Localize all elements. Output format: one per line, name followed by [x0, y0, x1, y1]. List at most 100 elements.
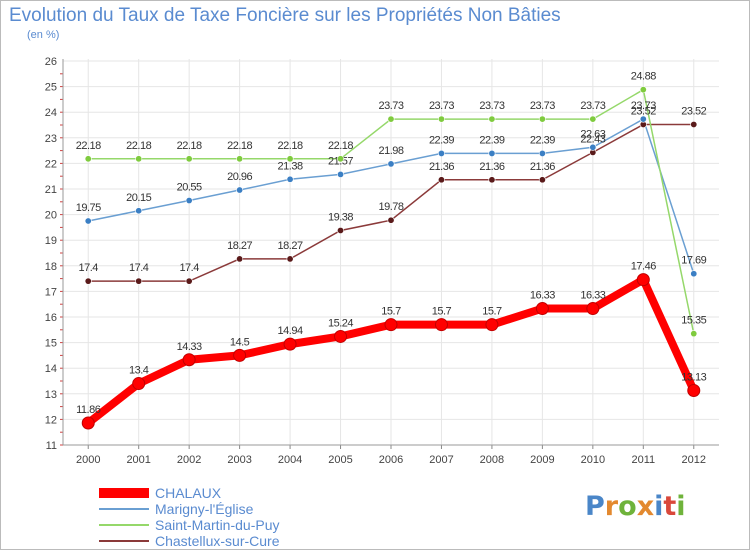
x-tick-label: 2008	[480, 454, 504, 466]
data-label: 23.73	[631, 100, 656, 112]
data-point	[488, 115, 496, 123]
data-label: 22.63	[580, 128, 605, 140]
legend-swatch-saint-martin	[99, 524, 149, 526]
data-point	[639, 115, 647, 123]
x-tick-label: 2000	[76, 454, 100, 466]
data-point	[286, 155, 294, 163]
legend-item-chastellux: Chastellux-sur-Cure	[99, 533, 280, 549]
data-point	[387, 216, 395, 224]
data-label: 20.96	[227, 171, 252, 183]
data-label: 15.35	[681, 315, 706, 327]
data-label: 22.39	[479, 134, 504, 146]
y-tick-label: 25	[45, 82, 57, 94]
data-label: 19.78	[378, 201, 403, 213]
y-tick-label: 19	[45, 235, 57, 247]
x-tick-label: 2012	[682, 454, 706, 466]
data-point	[182, 353, 196, 367]
x-tick-label: 2010	[581, 454, 605, 466]
y-tick-label: 15	[45, 338, 57, 350]
y-tick-label: 18	[45, 261, 57, 273]
data-label: 15.7	[381, 306, 401, 318]
data-point	[334, 329, 348, 343]
data-label: 20.55	[177, 182, 202, 194]
data-point	[690, 120, 698, 128]
data-label: 23.73	[429, 100, 454, 112]
logo-letter: i	[676, 491, 686, 522]
data-label: 16.33	[580, 290, 605, 302]
data-label: 14.94	[278, 325, 303, 337]
data-label: 16.33	[530, 290, 555, 302]
logo-letter: i	[654, 491, 664, 522]
data-point	[488, 176, 496, 184]
logo-letter: o	[618, 491, 637, 522]
data-point	[690, 330, 698, 338]
data-point	[84, 277, 92, 285]
data-point	[589, 143, 597, 151]
y-unit-label: (en %)	[27, 29, 60, 41]
data-point	[636, 273, 650, 287]
legend-label-marigny: Marigny-l'Église	[155, 501, 254, 517]
data-point	[690, 270, 698, 278]
data-point	[538, 149, 546, 157]
data-label: 17.69	[681, 255, 706, 267]
data-point	[236, 155, 244, 163]
data-label: 23.73	[580, 100, 605, 112]
data-label: 22.39	[429, 134, 454, 146]
data-label: 22.43	[580, 133, 605, 145]
data-label: 21.36	[429, 161, 454, 173]
y-tick-label: 22	[45, 158, 57, 170]
data-label: 22.18	[278, 140, 303, 152]
data-point	[84, 155, 92, 163]
data-point	[639, 86, 647, 94]
data-point	[387, 160, 395, 168]
data-label: 13.4	[129, 365, 149, 377]
data-label: 19.38	[328, 211, 353, 223]
data-label: 17.4	[129, 262, 149, 274]
data-label: 24.88	[631, 71, 656, 83]
data-point	[236, 255, 244, 263]
data-label: 23.73	[530, 100, 555, 112]
data-label: 22.18	[126, 140, 151, 152]
data-label: 18.27	[278, 240, 303, 252]
legend-swatch-chastellux	[99, 540, 149, 542]
data-point	[538, 176, 546, 184]
y-tick-label: 13	[45, 389, 57, 401]
y-tick-label: 24	[45, 107, 57, 119]
data-point	[485, 318, 499, 332]
data-point	[283, 337, 297, 351]
data-point	[437, 176, 445, 184]
data-label: 21.98	[378, 145, 403, 157]
legend-item-marigny: Marigny-l'Église	[99, 501, 280, 517]
legend-label-saint-martin: Saint-Martin-du-Puy	[155, 517, 280, 533]
x-tick-label: 2007	[429, 454, 453, 466]
data-point	[488, 149, 496, 157]
data-point	[135, 207, 143, 215]
x-tick-label: 2002	[177, 454, 201, 466]
data-point	[286, 255, 294, 263]
x-tick-label: 2009	[530, 454, 554, 466]
data-point	[387, 115, 395, 123]
legend-label-chalaux: CHALAUX	[155, 485, 222, 501]
data-label: 15.7	[432, 306, 452, 318]
data-label: 15.24	[328, 317, 353, 329]
proxiti-logo: Proxiti	[585, 491, 686, 522]
data-label: 17.4	[79, 262, 99, 274]
data-point	[538, 115, 546, 123]
y-tick-label: 17	[45, 286, 57, 298]
x-tick-label: 2005	[328, 454, 352, 466]
data-label: 15.7	[482, 306, 502, 318]
data-point	[437, 149, 445, 157]
legend-swatch-chalaux	[99, 488, 149, 498]
data-point	[233, 348, 247, 362]
data-label: 11.86	[76, 404, 101, 416]
data-label: 23.52	[631, 105, 656, 117]
legend-label-chastellux: Chastellux-sur-Cure	[155, 533, 280, 549]
data-label: 14.5	[230, 336, 250, 348]
y-tick-label: 16	[45, 312, 57, 324]
data-label: 23.73	[378, 100, 403, 112]
data-label: 22.18	[328, 140, 353, 152]
logo-letter: x	[636, 491, 655, 522]
x-tick-label: 2001	[126, 454, 150, 466]
